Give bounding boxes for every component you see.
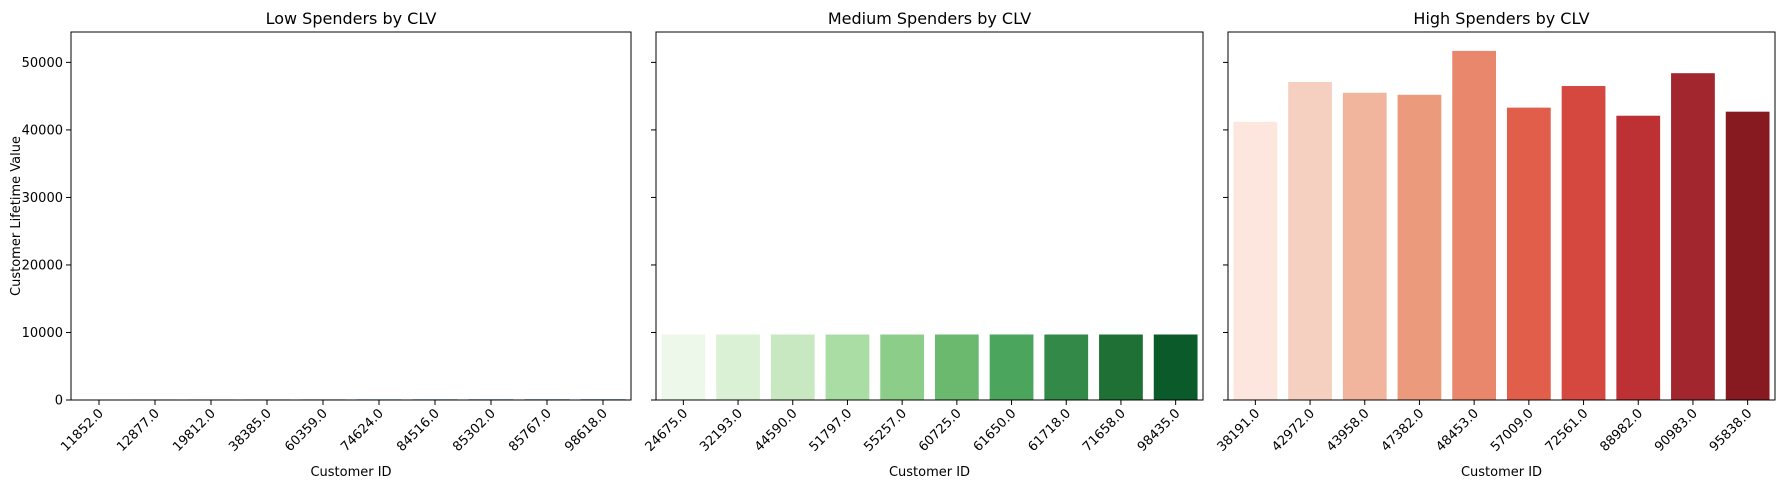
bar <box>1397 94 1442 401</box>
x-tick-label: 90983.0 <box>1652 406 1701 455</box>
y-tick-label: 40000 <box>22 123 63 138</box>
bar <box>934 334 979 400</box>
bar <box>770 334 815 400</box>
x-tick-label: 74624.0 <box>338 406 387 455</box>
y-tick-label: 50000 <box>22 56 63 71</box>
y-tick-label: 30000 <box>22 191 63 206</box>
x-tick-label: 11852.0 <box>58 406 107 455</box>
chart-panel-1: 0 10000 20000 30000 40000 50000 11852.0 12877.0… <box>22 9 632 480</box>
bar <box>1153 334 1198 400</box>
x-tick-label: 38191.0 <box>1215 406 1264 455</box>
plot-frame <box>655 31 1204 401</box>
x-tick-label: 98618.0 <box>562 406 611 455</box>
bar <box>1725 111 1770 401</box>
x-tick-label: 60725.0 <box>916 406 965 455</box>
y-tick-label: 10000 <box>22 326 63 341</box>
x-tick-label: 88982.0 <box>1597 406 1646 455</box>
chart-title: High Spenders by CLV <box>1413 9 1589 28</box>
x-tick-label: 38385.0 <box>226 406 275 455</box>
bar <box>1233 121 1278 400</box>
bar <box>661 334 706 400</box>
y-axis-label: Customer Lifetime Value <box>9 136 24 296</box>
chart-panel-3: 38191.0 42972.0 43958.0 47382.0 48453.0 57009… <box>1215 9 1776 480</box>
chart-title: Medium Spenders by CLV <box>828 9 1031 28</box>
x-tick-label: 72561.0 <box>1543 406 1592 455</box>
x-tick-label: 61718.0 <box>1025 406 1074 455</box>
x-axis-label: Customer ID <box>1461 465 1542 480</box>
bar <box>1616 115 1661 400</box>
x-tick-label: 84516.0 <box>394 406 443 455</box>
y-tick-label: 0 <box>55 394 63 409</box>
x-tick-label: 48453.0 <box>1433 406 1482 455</box>
x-tick-label: 57009.0 <box>1488 406 1537 455</box>
x-tick-label: 55257.0 <box>861 406 910 455</box>
bar <box>716 334 760 400</box>
x-tick-label: 85767.0 <box>506 406 555 455</box>
bar <box>1671 73 1715 400</box>
bar <box>1044 334 1089 400</box>
y-tick-label: 20000 <box>22 258 63 273</box>
x-tick-label: 47382.0 <box>1379 406 1428 455</box>
x-tick-label: 32193.0 <box>697 406 746 455</box>
bar <box>1506 107 1551 400</box>
bar <box>1452 50 1497 400</box>
x-tick-label: 95838.0 <box>1707 406 1756 455</box>
x-axis-label: Customer ID <box>889 465 970 480</box>
x-tick-label: 24675.0 <box>643 406 692 455</box>
x-tick-label: 44590.0 <box>752 406 801 455</box>
bar <box>1288 81 1332 400</box>
chart-panel-2: 24675.0 32193.0 44590.0 51797.0 55257.0 60725… <box>643 9 1204 480</box>
x-tick-label: 51797.0 <box>807 406 856 455</box>
x-axis-label: Customer ID <box>310 465 391 480</box>
bar <box>1099 334 1143 400</box>
chart-title: Low Spenders by CLV <box>266 9 437 28</box>
bar <box>880 334 925 400</box>
x-tick-label: 42972.0 <box>1269 406 1318 455</box>
bar <box>1561 86 1606 401</box>
x-tick-label: 19812.0 <box>170 406 219 455</box>
plot-frame <box>1227 31 1776 401</box>
x-tick-label: 85302.0 <box>450 406 499 455</box>
plot-frame <box>70 31 632 401</box>
bar <box>1342 92 1387 401</box>
x-tick-label: 71658.0 <box>1080 406 1129 455</box>
x-tick-label: 43958.0 <box>1324 406 1373 455</box>
x-tick-label: 61650.0 <box>971 406 1020 455</box>
x-tick-label: 98435.0 <box>1135 406 1184 455</box>
bar <box>825 334 870 400</box>
x-tick-label: 12877.0 <box>114 406 163 455</box>
x-tick-label: 60359.0 <box>282 406 331 455</box>
bar <box>989 334 1034 400</box>
